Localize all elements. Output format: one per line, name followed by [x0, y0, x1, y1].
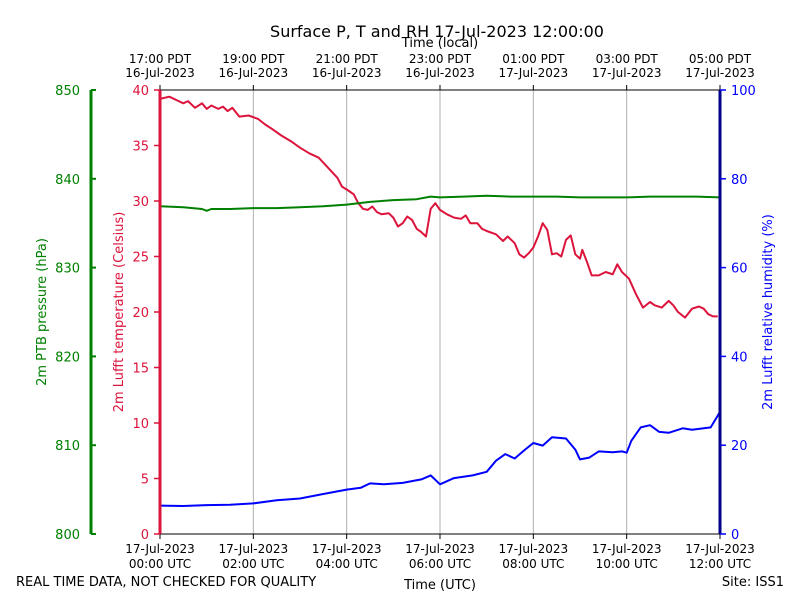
x-top-tick-label: 17-Jul-2023	[499, 66, 569, 80]
x-bottom-tick-label: 10:00 UTC	[596, 557, 658, 571]
humidity-axis-label: 2m Lufft relative humidity (%)	[761, 214, 776, 410]
temperature-tick-label: 35	[132, 140, 149, 155]
x-top-tick-label: 03:00 PDT	[596, 52, 659, 66]
x-bottom-axis-label: Time (UTC)	[403, 578, 476, 593]
x-top-tick-label: 19:00 PDT	[222, 52, 285, 66]
humidity-tick-label: 60	[731, 262, 748, 277]
x-top-tick-label: 17:00 PDT	[129, 52, 192, 66]
pressure-tick-label: 810	[55, 439, 80, 454]
pressure-tick-label: 820	[55, 350, 80, 365]
humidity-tick-label: 100	[731, 84, 756, 99]
x-bottom-tick-label: 17-Jul-2023	[125, 542, 195, 556]
series-line-humidity	[159, 411, 721, 507]
series-line-temperature	[159, 95, 718, 319]
x-top-tick-label: 17-Jul-2023	[592, 66, 662, 80]
temperature-tick-label: 0	[141, 528, 149, 543]
series-line-pressure	[159, 194, 721, 212]
pressure-axis-label: 2m PTB pressure (hPa)	[35, 238, 50, 386]
x-bottom-tick-label: 12:00 UTC	[689, 557, 751, 571]
x-bottom-tick-label: 17-Jul-2023	[219, 542, 289, 556]
vertical-gridlines	[252, 90, 628, 534]
chart-title: Surface P, T and RH 17-Jul-2023 12:00:00	[270, 22, 604, 41]
humidity-tick-label: 20	[731, 439, 748, 454]
x-top-tick-label: 05:00 PDT	[689, 52, 752, 66]
x-bottom-tick-label: 08:00 UTC	[502, 557, 564, 571]
temperature-tick-label: 40	[132, 84, 149, 99]
temperature-axis-label: 2m Lufft temperature (Celsius)	[112, 212, 127, 413]
data-series	[159, 95, 721, 507]
humidity-tick-label: 80	[731, 173, 748, 188]
x-bottom-tick-label: 06:00 UTC	[409, 557, 471, 571]
x-top-axis-label: Time (local)	[401, 36, 478, 51]
humidity-tick-label: 40	[731, 350, 748, 365]
x-top-tick-label: 21:00 PDT	[316, 52, 379, 66]
temperature-tick-label: 15	[132, 362, 149, 377]
pressure-tick-label: 850	[55, 84, 80, 99]
temperature-tick-label: 30	[132, 195, 149, 210]
pressure-tick-label: 800	[55, 528, 80, 543]
x-top-tick-label: 16-Jul-2023	[405, 66, 475, 80]
temperature-tick-label: 5	[141, 473, 149, 488]
x-top-tick-label: 23:00 PDT	[409, 52, 472, 66]
site-label: Site: ISS1	[721, 575, 784, 590]
x-top-tick-label: 01:00 PDT	[502, 52, 565, 66]
x-bottom-tick-label: 17-Jul-2023	[312, 542, 382, 556]
x-top-tick-label: 17-Jul-2023	[685, 66, 755, 80]
pressure-tick-label: 830	[55, 262, 80, 277]
x-bottom-tick-label: 17-Jul-2023	[405, 542, 475, 556]
x-bottom-tick-label: 17-Jul-2023	[499, 542, 569, 556]
y-axis-ticks: 800 810 820 830 840 850 0 5 10 15 20 25 30 35 40 0 20 40 6…	[55, 84, 756, 543]
quality-disclaimer: REAL TIME DATA, NOT CHECKED FOR QUALITY	[16, 575, 317, 590]
temperature-tick-label: 10	[132, 417, 149, 432]
x-top-tick-label: 16-Jul-2023	[125, 66, 195, 80]
x-bottom-tick-label: 04:00 UTC	[316, 557, 378, 571]
x-top-tick-label: 16-Jul-2023	[219, 66, 289, 80]
humidity-tick-label: 0	[731, 528, 739, 543]
x-bottom-tick-label: 17-Jul-2023	[592, 542, 662, 556]
pressure-tick-label: 840	[55, 173, 80, 188]
x-bottom-tick-label: 17-Jul-2023	[685, 542, 755, 556]
x-top-tick-label: 16-Jul-2023	[312, 66, 382, 80]
temperature-tick-label: 25	[132, 251, 149, 266]
x-bottom-tick-label: 00:00 UTC	[129, 557, 191, 571]
x-bottom-tick-label: 02:00 UTC	[222, 557, 284, 571]
temperature-tick-label: 20	[132, 306, 149, 321]
